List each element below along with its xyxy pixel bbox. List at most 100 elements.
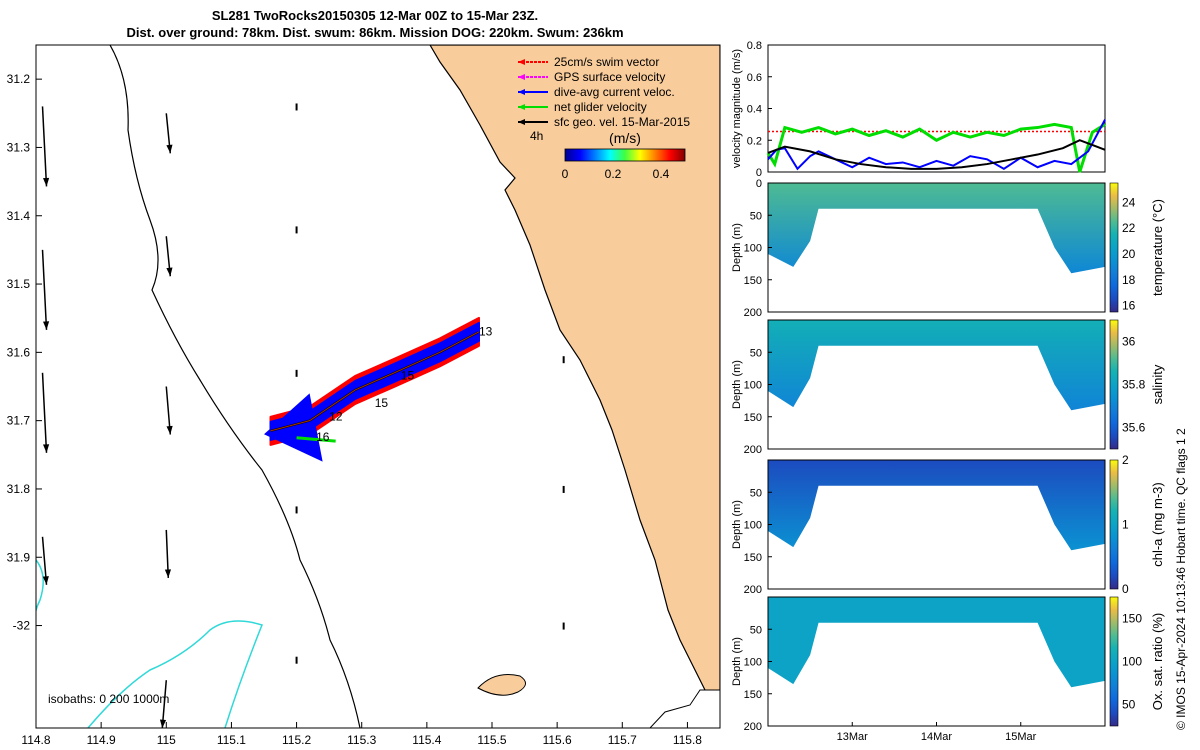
glider-track-highlight [270, 331, 480, 432]
section-colorbar-tick-label: 22 [1122, 221, 1136, 235]
section-colorbar-tick-label: 2 [1122, 453, 1129, 467]
section-data [768, 183, 1105, 274]
legend-swatch-head [518, 104, 525, 110]
salinity-section-panel: 50 100 150 200 Depth (m) 35.6 35.8 36 salinity [731, 319, 1165, 456]
velocity-series-net_glider [766, 122, 1106, 173]
map-y-tick-label: 31.6 [7, 345, 31, 359]
legend-swatch-head [518, 89, 525, 95]
section-y-tick-label: 150 [744, 412, 762, 424]
figure-title-line2: Dist. over ground: 78km. Dist. swum: 86k… [126, 25, 623, 40]
sfc-geo-vector-head [166, 267, 173, 277]
velocity-y-tick-label: 0.4 [747, 104, 762, 116]
net-glider-velocity-arrow [296, 436, 336, 443]
section-y-tick-label: 50 [750, 210, 762, 222]
section-ylabel: Depth (m) [731, 637, 743, 686]
sfc-geo-vector-head [43, 444, 50, 453]
section-colorbar [1109, 182, 1119, 313]
section-colorbar-label: temperature (°C) [1150, 199, 1165, 296]
map-x-tick-label: 115.1 [217, 733, 246, 747]
land-area [429, 45, 720, 728]
map-x-tick-label: 115.7 [608, 733, 637, 747]
sfc-geo-vector-head [43, 321, 50, 330]
track-day-label: 15 [375, 396, 389, 410]
isobath-200m [109, 45, 361, 728]
map-colorbar [564, 148, 686, 162]
section-y-tick-label: 50 [750, 487, 762, 499]
section-colorbar-label: chl-a (mg m-3) [1150, 482, 1165, 567]
velocity-y-tick-label: 0.2 [747, 135, 762, 147]
section-y-tick-label: 50 [750, 624, 762, 636]
section-colorbar-tick-label: 36 [1122, 335, 1136, 349]
track-day-label: 16 [316, 430, 330, 444]
map-x-tick-label: 115.6 [543, 733, 572, 747]
map-x-tick-label: 115.4 [412, 733, 441, 747]
copyright-footer: © IMOS 15-Apr-2024 10:13:46 Hobart time.… [1174, 428, 1188, 730]
map-y-tick-label: 31.7 [7, 414, 31, 428]
section-colorbar-tick-label: 24 [1122, 195, 1136, 209]
map-x-tick-label: 115.5 [477, 733, 506, 747]
map-y-tick-label: 31.4 [7, 209, 31, 223]
legend-time-label: 4h [530, 129, 543, 143]
track-day-label: 13 [479, 324, 493, 338]
section-colorbar-tick-label: 50 [1122, 698, 1136, 712]
sfc-geo-vector-head [43, 177, 50, 187]
colorbar-label: (m/s) [609, 130, 641, 146]
section-y-tick-label: 200 [744, 584, 762, 596]
section-colorbar [1109, 319, 1119, 450]
section-data [768, 460, 1105, 551]
isobaths-label: isobaths: 0 200 1000m [48, 692, 169, 706]
isobath-1000m-a [36, 559, 44, 640]
oxygen-section-panel: 50 100 150 200 Depth (m) 50 100 150 Ox. sat. rat… [731, 596, 1165, 743]
velocity-y-tick-label: 0.8 [747, 40, 762, 52]
map-x-tick-label: 115.2 [282, 733, 311, 747]
map-x-tick-label: 114.8 [21, 733, 50, 747]
map-axes-box [35, 44, 721, 729]
map-colorbar-tick-label: 0.4 [653, 167, 670, 181]
map-y-tick-label: 31.5 [7, 277, 31, 291]
figure-title-line1: SL281 TwoRocks20150305 12-Mar 00Z to 15-… [212, 8, 538, 23]
section-y-tick-label: 150 [744, 689, 762, 701]
section-colorbar-label: salinity [1150, 364, 1165, 404]
section-colorbar-tick-label: 18 [1122, 273, 1136, 287]
island [477, 674, 526, 696]
section-colorbar [1109, 459, 1119, 590]
section-y-tick-label: 200 [744, 721, 762, 733]
dive-avg-fan [264, 393, 323, 462]
map-y-tick-label: 31.3 [7, 140, 31, 154]
section-y-tick-label: 200 [744, 444, 762, 456]
map-x-tick-label: 115.3 [347, 733, 376, 747]
section-y-tick-label: 200 [744, 307, 762, 319]
section-colorbar-tick-label: 16 [1122, 299, 1136, 313]
section-colorbar-tick-label: 20 [1122, 247, 1136, 261]
section-y-tick-label: 100 [744, 520, 762, 532]
section-y-tick-label: 100 [744, 657, 762, 669]
section-colorbar-tick-label: 35.8 [1122, 378, 1146, 392]
map-colorbar-tick-label: 0 [562, 167, 569, 181]
sfc-geo-vector [41, 372, 48, 453]
sfc-geo-vector [41, 106, 48, 187]
map-colorbar-tick-label: 0.2 [605, 167, 622, 181]
estuary [649, 689, 720, 728]
map-y-tick-label: 31.9 [7, 550, 31, 564]
track-map: 13 15 15 12 16 114.8 114.9 115 115.1 115.2 115.3 11… [7, 44, 721, 747]
section-y-tick-label: 150 [744, 552, 762, 564]
velocity-series-dive_avg [767, 119, 1106, 171]
section-y-tick-label: 50 [750, 347, 762, 359]
section-x-tick-label: 15Mar [1005, 731, 1037, 743]
section-y-tick-label: 100 [744, 243, 762, 255]
sfc-geo-vector-head [166, 425, 173, 435]
legend-label: GPS surface velocity [554, 70, 665, 84]
velocity-y-tick-label: 0 [756, 167, 762, 179]
track-day-label: 12 [329, 410, 343, 424]
legend-swatch-head [518, 74, 525, 80]
legend-label: sfc geo. vel. 15-Mar-2015 [554, 115, 690, 129]
map-x-tick-label: 115.8 [673, 733, 702, 747]
sfc-geo-vector-head [166, 144, 173, 154]
legend-label: dive-avg current veloc. [554, 85, 675, 99]
section-data [768, 320, 1105, 411]
sfc-geo-vector-head [159, 719, 167, 728]
velocity-ylabel: velocity magnitude (m/s) [731, 49, 743, 168]
section-colorbar-tick-label: 100 [1122, 655, 1142, 669]
section-ylabel: Depth (m) [731, 360, 743, 409]
